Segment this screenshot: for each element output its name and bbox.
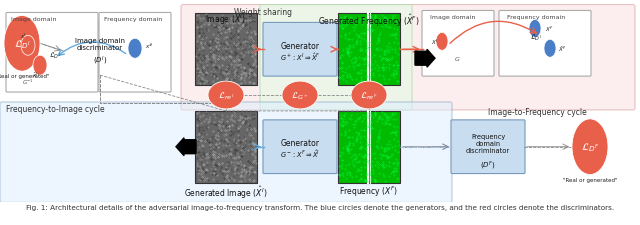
Text: $(D^I)$: $(D^I)$ [93,55,108,67]
Text: $G^+: X^I \Rightarrow \hat{X}^F$: $G^+: X^I \Rightarrow \hat{X}^F$ [280,51,320,63]
Bar [338,14,400,86]
Ellipse shape [436,33,448,51]
Text: Image domain: Image domain [11,17,56,22]
FancyBboxPatch shape [99,14,171,93]
Ellipse shape [208,82,244,109]
Text: $\hat{X}^F$: $\hat{X}^F$ [558,44,566,54]
Text: Generated Image $(\hat{X}^I)$: Generated Image $(\hat{X}^I)$ [184,184,268,200]
FancyBboxPatch shape [422,11,494,77]
Ellipse shape [4,16,40,72]
Ellipse shape [128,39,142,59]
Ellipse shape [351,82,387,109]
Text: $x^\#$: $x^\#$ [145,41,154,51]
FancyBboxPatch shape [451,120,525,174]
Ellipse shape [33,56,47,76]
Text: Frequency domain: Frequency domain [104,17,163,22]
Text: Image-to-Frequency cycle: Image-to-Frequency cycle [488,108,587,116]
Text: Fig. 1: Architectural details of the adversarial image-to-frequency transform. T: Fig. 1: Architectural details of the adv… [26,204,614,210]
Text: $\mathcal{L}_{D^I}$: $\mathcal{L}_{D^I}$ [13,38,31,50]
Text: $\mathcal{L}_{D^I}$: $\mathcal{L}_{D^I}$ [530,33,542,43]
FancyBboxPatch shape [181,5,635,110]
FancyBboxPatch shape [260,5,412,110]
FancyBboxPatch shape [499,11,591,77]
Text: $\mathcal{L}_{G^+}$: $\mathcal{L}_{G^+}$ [291,90,309,101]
Text: $G^-: X^F \Rightarrow \hat{X}^I$: $G^-: X^F \Rightarrow \hat{X}^I$ [280,148,320,160]
FancyBboxPatch shape [0,103,452,202]
Text: $x^I$: $x^I$ [20,32,26,41]
Text: Frequency $(X^F)$: Frequency $(X^F)$ [339,184,399,198]
Text: $G$: $G$ [454,55,460,63]
FancyBboxPatch shape [63,23,137,77]
Text: Frequency-to-Image cycle: Frequency-to-Image cycle [6,104,104,113]
Text: Generated Frequency $(\hat{X}^F)$: Generated Frequency $(\hat{X}^F)$ [318,12,420,29]
Text: $G^{-1}$: $G^{-1}$ [22,77,34,86]
Bar [338,111,400,183]
Text: Weight sharing: Weight sharing [234,7,292,16]
Text: Image $(X^I)$: Image $(X^I)$ [205,12,246,27]
Ellipse shape [544,40,556,58]
Text: Image domain
discriminator: Image domain discriminator [75,38,125,51]
FancyBboxPatch shape [263,120,337,174]
Text: "Real or generated": "Real or generated" [563,177,617,182]
Text: Frequency
domain
discriminator: Frequency domain discriminator [466,133,510,153]
FancyArrow shape [176,138,196,156]
FancyBboxPatch shape [263,23,337,77]
Text: Frequency domain: Frequency domain [507,15,565,20]
Text: $X^F$: $X^F$ [545,25,554,34]
Text: "Real or generated": "Real or generated" [0,74,49,79]
Text: $\mathcal{L}_{re^F}$: $\mathcal{L}_{re^F}$ [360,90,378,101]
Text: Generator: Generator [280,42,319,51]
Ellipse shape [21,36,35,56]
Ellipse shape [529,20,541,38]
Ellipse shape [282,82,318,109]
Text: $\mathcal{L}_{D^I}$: $\mathcal{L}_{D^I}$ [49,51,61,61]
Text: $X^I$: $X^I$ [431,38,438,47]
Text: $\mathcal{L}_{re^I}$: $\mathcal{L}_{re^I}$ [218,90,234,101]
Text: $\hat{x}^I$: $\hat{x}^I$ [32,71,38,80]
Text: Generator: Generator [280,139,319,148]
Bar [195,14,257,86]
FancyBboxPatch shape [6,14,98,93]
Ellipse shape [572,119,608,175]
Text: Image domain: Image domain [430,15,476,20]
Bar [195,111,257,183]
Text: $(D^F)$: $(D^F)$ [480,159,496,171]
FancyArrow shape [415,50,435,68]
Text: $\mathcal{L}_{D^F}$: $\mathcal{L}_{D^F}$ [580,141,599,153]
